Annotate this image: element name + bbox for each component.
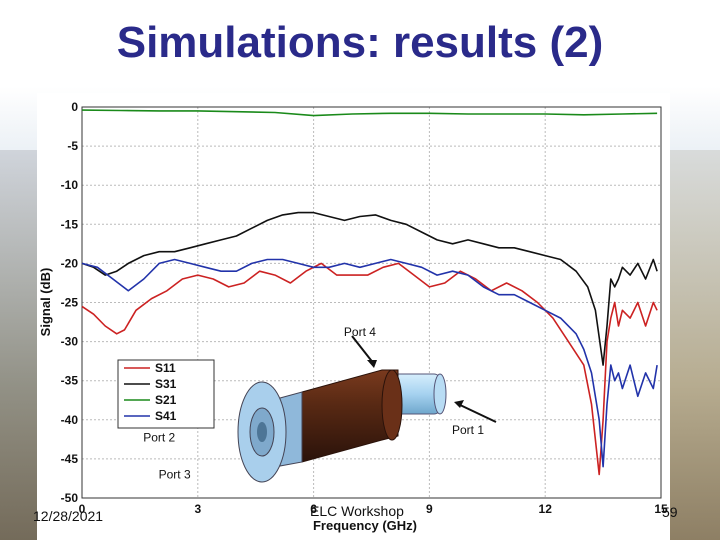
figure-background xyxy=(37,93,670,540)
x-tick-label: 3 xyxy=(194,502,201,516)
legend: S11 S31 S21 S41 xyxy=(117,359,215,429)
arrow-port4 xyxy=(351,335,375,365)
series-line-s21 xyxy=(81,109,658,117)
series-line-s31 xyxy=(81,211,658,366)
y-tick-label: -15 xyxy=(61,217,79,231)
y-tick-label: -10 xyxy=(61,178,79,192)
arrow-port1-head xyxy=(454,400,464,408)
annotation-port-1: Port 1 xyxy=(452,423,484,437)
x-tick-label: 9 xyxy=(426,502,433,516)
y-tick-label: -20 xyxy=(61,256,79,270)
x-axis-label: Frequency (GHz) xyxy=(313,518,417,533)
background-photo-left xyxy=(0,150,40,540)
annotation-arrows xyxy=(351,335,497,423)
background-photo-right xyxy=(665,150,720,540)
plot-frame xyxy=(81,106,662,499)
y-tick-label: -5 xyxy=(67,139,78,153)
series-line-s41 xyxy=(81,258,658,468)
x-tick-label: 6 xyxy=(310,502,317,516)
end-flange-bore xyxy=(257,422,267,442)
arrow-port4-head xyxy=(367,360,377,368)
arrow-port1 xyxy=(457,403,497,423)
x-tick-label: 15 xyxy=(654,502,668,516)
y-tick-label: -35 xyxy=(61,374,79,388)
series-line-s11 xyxy=(81,262,658,476)
footer-date: 12/28/2021 xyxy=(33,508,104,524)
y-axis-label: Signal (dB) xyxy=(38,268,53,337)
legend-label-s21: S21 xyxy=(155,393,177,407)
series-layer xyxy=(81,109,658,476)
page-number: 59 xyxy=(662,504,678,520)
legend-items: S11 S31 S21 S41 xyxy=(124,361,177,423)
x-tick-label: 0 xyxy=(79,502,86,516)
legend-label-s31: S31 xyxy=(155,377,177,391)
cavity-end-cap xyxy=(381,369,403,441)
y-tick-label: -40 xyxy=(61,413,79,427)
y-tick-label: -45 xyxy=(61,452,79,466)
port-tube-end xyxy=(433,373,447,415)
annotation-port-3: Port 3 xyxy=(159,467,191,481)
y-tick-label: 0 xyxy=(71,100,78,114)
y-tick-label: -30 xyxy=(61,335,79,349)
y-tick-label: -25 xyxy=(61,296,79,310)
annotation-port-4: Port 4 xyxy=(344,325,376,339)
tick-labels: 0 3 6 9 12 15 0 -5 -10 -15 -20 -25 -30 -35 -40 -45 -50 xyxy=(61,100,668,516)
slide-title: Simulations: results (2) xyxy=(116,18,604,67)
x-tick-label: 12 xyxy=(539,502,553,516)
device-model-illustration xyxy=(237,369,447,483)
annotation-port-2: Port 2 xyxy=(143,431,175,445)
footer-center-text: ELC Workshop xyxy=(310,503,404,519)
y-tick-label: -50 xyxy=(61,491,79,505)
port-annotations: Port 4 Port 2 Port 1 Port 3 xyxy=(143,325,484,481)
legend-label-s41: S41 xyxy=(155,409,177,423)
legend-label-s11: S11 xyxy=(155,361,176,375)
